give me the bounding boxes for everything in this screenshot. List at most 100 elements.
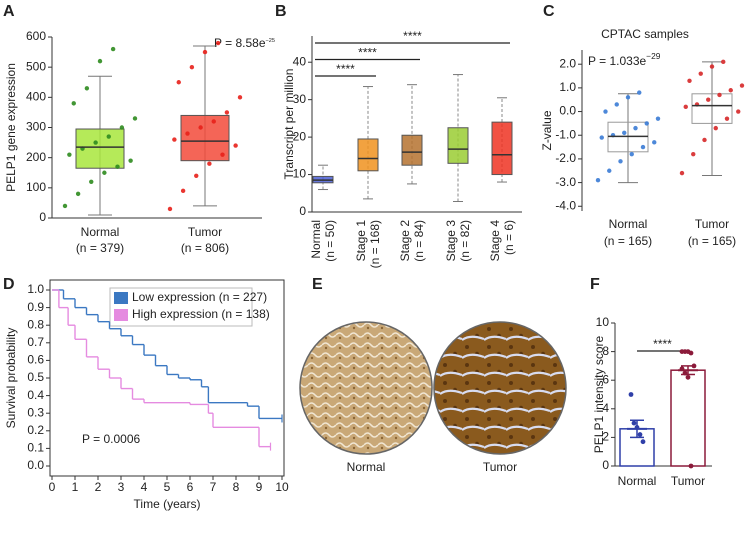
data-point [176, 80, 181, 85]
data-point [702, 137, 707, 143]
y-tick-label: 0.1 [27, 441, 44, 455]
data-point [115, 164, 120, 169]
box [401, 134, 423, 166]
data-point [640, 144, 646, 150]
x-tick-label: Stage 2 [398, 220, 412, 262]
y-tick-label: 20 [293, 129, 307, 143]
x-tick-label: 0 [49, 480, 56, 494]
y-tick-label: 0.2 [27, 423, 44, 437]
data-point [67, 152, 72, 157]
y-tick-label: 0 [299, 204, 306, 218]
x-tick-label: Tumor [671, 474, 705, 488]
data-point [202, 49, 208, 55]
data-point [614, 102, 619, 107]
data-point [106, 134, 111, 139]
data-point [71, 101, 76, 106]
y-tick-label: 0.0 [559, 104, 576, 118]
y-axis-label: PELP1 gene expression [4, 63, 18, 192]
y-tick-label: 0.3 [27, 405, 44, 419]
x-tick-label: Tumor [695, 217, 729, 231]
y-tick-label: 10 [596, 315, 610, 329]
data-point [679, 170, 685, 176]
data-point [207, 161, 212, 166]
legend-swatch [114, 292, 128, 304]
box [447, 127, 469, 164]
panel-letter: E [312, 276, 323, 293]
annotation-text: P = 1.033e [588, 54, 646, 68]
data-point [194, 173, 199, 178]
data-point [220, 152, 225, 157]
x-axis-label: Time (years) [134, 497, 201, 511]
data-point [625, 95, 631, 100]
data-point [682, 370, 688, 376]
data-point [713, 125, 718, 131]
data-point [622, 130, 627, 136]
y-tick-label: 0 [39, 210, 46, 224]
x-tick-sublabel: (n = 379) [76, 241, 124, 255]
y-tick-label: 0.6 [27, 353, 44, 367]
data-point [119, 125, 125, 130]
box [691, 93, 733, 124]
data-point [631, 420, 637, 426]
annotation: P = 8.58e−25 [214, 36, 275, 50]
data-point [189, 64, 195, 70]
y-tick-label: 500 [26, 59, 46, 73]
data-point [637, 432, 643, 437]
annotation: P = 0.0006 [82, 432, 140, 446]
panel-letter: D [3, 276, 15, 293]
data-point [691, 151, 696, 157]
data-point [652, 140, 657, 145]
data-point [237, 95, 243, 100]
data-point [172, 137, 177, 142]
data-point [724, 116, 730, 121]
x-tick-label: Stage 4 [488, 220, 502, 262]
data-point [128, 158, 133, 163]
panel-letter: B [275, 3, 287, 20]
data-point [683, 104, 688, 110]
tumor-tissue-image [433, 321, 567, 455]
y-axis-label: Survival probability [4, 328, 18, 429]
y-tick-label: 300 [26, 120, 46, 134]
data-point [736, 109, 741, 114]
y-tick-label: 8 [602, 344, 609, 358]
image-label: Normal [347, 460, 386, 474]
data-point [709, 64, 715, 69]
data-point [167, 206, 173, 212]
data-point [110, 46, 116, 52]
x-tick-sublabel: (n = 84) [412, 220, 426, 262]
y-tick-label: 1.0 [27, 282, 44, 296]
data-point [180, 188, 186, 194]
y-tick-label: 0.7 [27, 335, 44, 349]
data-point [97, 58, 103, 64]
image-label: Tumor [483, 460, 517, 474]
data-point [618, 159, 623, 164]
data-point [599, 135, 604, 140]
y-tick-label: 100 [26, 180, 46, 194]
y-tick-label: 200 [26, 150, 46, 164]
x-tick-label: 2 [95, 480, 102, 494]
box [357, 138, 379, 172]
data-point [691, 363, 697, 369]
data-point [224, 110, 230, 115]
y-tick-label: 2.0 [559, 56, 576, 70]
x-tick-label: 8 [233, 480, 240, 494]
x-tick-label: 4 [141, 480, 148, 494]
y-tick-label: -1.0 [555, 127, 576, 141]
x-tick-label: 1 [72, 480, 79, 494]
data-point [595, 178, 601, 183]
y-tick-label: 0 [602, 458, 609, 472]
x-tick-sublabel: (n = 165) [688, 234, 736, 248]
y-tick-label: 0.9 [27, 300, 44, 314]
x-tick-label: 7 [210, 480, 217, 494]
data-point [685, 374, 691, 380]
x-tick-label: Tumor [188, 225, 222, 239]
box [491, 121, 513, 176]
data-point [62, 203, 68, 209]
data-point [633, 125, 638, 131]
y-tick-label: 6 [602, 372, 609, 386]
data-point [739, 83, 745, 88]
data-point [634, 424, 640, 430]
significance-label: **** [653, 337, 672, 351]
data-point [603, 109, 608, 114]
data-point [629, 151, 634, 157]
